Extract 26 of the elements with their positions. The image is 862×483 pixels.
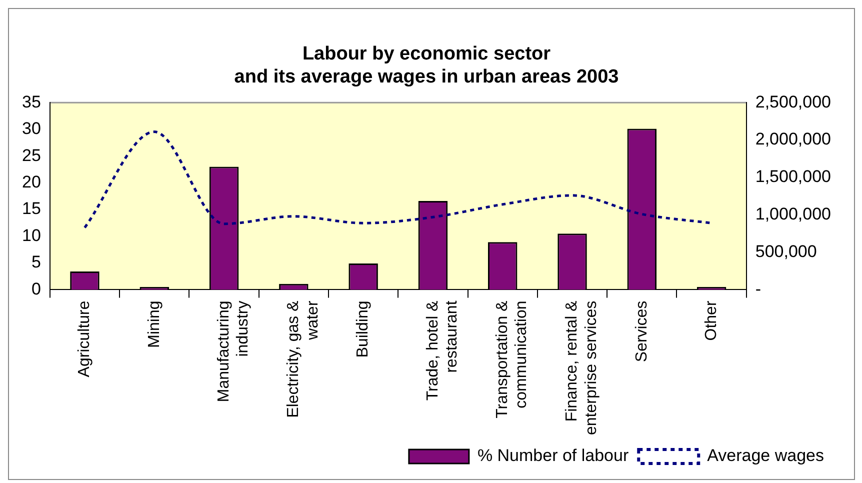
- y-tick-label: 35: [22, 92, 41, 112]
- y-tick-label: 25: [22, 146, 41, 165]
- y2-tick-label: 500,000: [755, 242, 817, 261]
- y2-tick-label: -: [755, 279, 762, 298]
- x-tick-label: Manufacturing industry: [215, 300, 252, 402]
- x-tick-label: Electricity, gas & water: [285, 300, 322, 418]
- y-tick-label: 0: [31, 279, 41, 298]
- y2-tick-label: 1,500,000: [755, 167, 832, 186]
- line-series: [83, 130, 713, 229]
- x-tick-label: Other: [702, 300, 720, 341]
- x-tick-label: Services: [633, 300, 650, 362]
- legend-label: Average wages: [707, 446, 824, 466]
- y2-tick-label: 2,000,000: [755, 130, 832, 149]
- y2-tick-label: 1,000,000: [755, 204, 832, 224]
- y-tick-label: 5: [31, 252, 41, 272]
- legend-label: % Number of labour: [477, 446, 629, 466]
- y-tick-label: 15: [22, 199, 41, 218]
- x-tick-label: Mining: [146, 300, 163, 348]
- chart-title: Labour by economic sector and its average wages in urban areas 2003: [234, 44, 619, 88]
- y2-tick-label: 2,500,000: [755, 92, 832, 112]
- x-tick-label: Trade, hotel & restaurant: [424, 300, 461, 401]
- y-tick-label: 10: [22, 226, 41, 245]
- y-tick-label: 30: [22, 119, 41, 138]
- x-tick-label: Building: [354, 300, 372, 358]
- y-tick-label: 20: [22, 172, 41, 192]
- x-tick-label: Agriculture: [76, 300, 94, 378]
